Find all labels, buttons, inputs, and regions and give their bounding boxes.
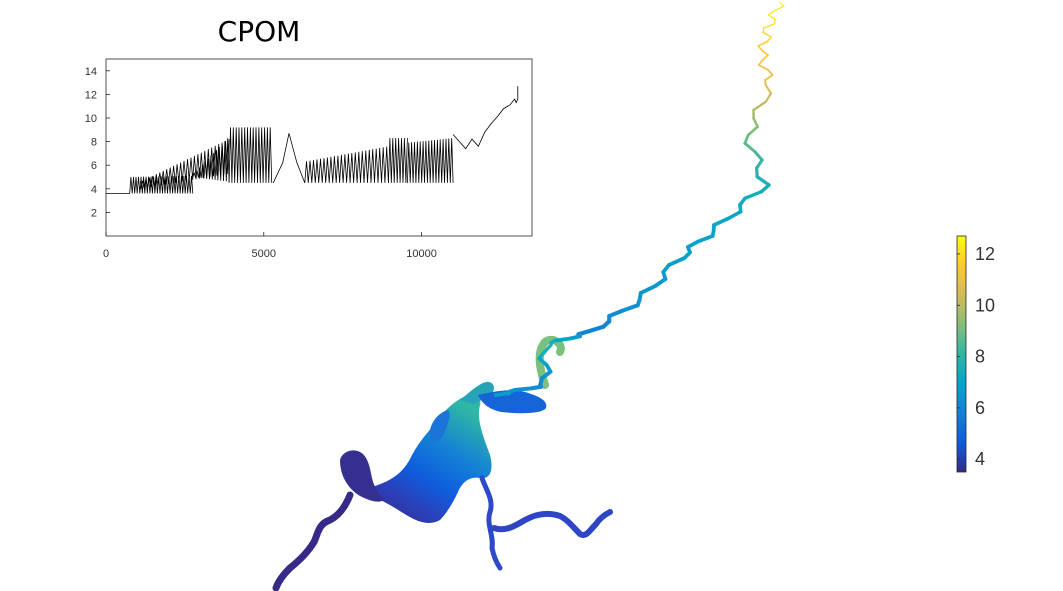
river-segment	[743, 141, 757, 154]
river-segment	[755, 175, 771, 187]
river-segment	[757, 59, 764, 66]
river-segment	[493, 391, 511, 397]
river-segment	[755, 158, 764, 170]
river-segment	[761, 49, 769, 56]
axis-ticks: 0 5000 10000 2 4 6 8 10 12 14	[85, 66, 437, 260]
colorbar-scale	[956, 235, 967, 473]
river-segment	[743, 189, 764, 201]
y-tick-label: 14	[85, 66, 97, 78]
series-line-segment-9	[452, 86, 519, 150]
river-segment	[764, 74, 774, 81]
downstream-river-south	[479, 475, 503, 571]
river-segment	[620, 303, 640, 313]
series-line-segment-6	[304, 146, 389, 183]
river-loop	[535, 335, 565, 389]
downstream-river-west	[272, 491, 354, 591]
plot-frame	[105, 58, 533, 237]
river-segment	[761, 54, 769, 61]
river-segment	[512, 386, 534, 392]
river-segment	[762, 31, 772, 38]
x-tick-label: 0	[103, 248, 109, 260]
upstream-river	[493, 1, 785, 397]
series-line-segment-7	[388, 138, 408, 183]
reservoir-arm-north	[460, 381, 495, 404]
river-segment	[743, 133, 750, 145]
river-segment	[773, 5, 785, 12]
river-segment	[552, 336, 573, 343]
river-segment	[686, 239, 700, 249]
y-tick-label: 12	[85, 89, 97, 101]
colorbar-tick-label: 12	[975, 244, 995, 264]
river-segment	[767, 14, 776, 20]
data-series	[106, 86, 519, 194]
reservoir-bay	[430, 410, 450, 442]
river-segment	[696, 234, 715, 244]
river-segment	[653, 277, 668, 288]
series-line-segment-5	[272, 133, 306, 184]
chart-title: CPOM	[218, 15, 301, 48]
series-line-segment-4	[228, 127, 273, 183]
series-line-segment-1	[129, 175, 194, 194]
x-tick-label: 10000	[406, 248, 437, 260]
river-segment	[584, 324, 606, 335]
x-tick-label: 5000	[252, 248, 276, 260]
river-segment	[757, 40, 769, 47]
river-segment	[726, 209, 743, 221]
river-segment	[753, 150, 764, 162]
cpom-line-chart: CPOM 0 5000 10000 2 4 6 8 10 12 14	[85, 15, 533, 260]
river-segment	[752, 100, 767, 112]
colorbar-tick-label: 10	[975, 295, 995, 315]
colorbar-tick-label: 8	[975, 347, 985, 367]
river-segment	[712, 216, 731, 227]
river-segment	[763, 22, 776, 29]
colorbar: 4 6 8 10 12	[956, 235, 995, 473]
river-segment	[764, 83, 773, 95]
river-segment	[779, 1, 785, 7]
east-creek	[491, 509, 613, 538]
y-tick-label: 2	[91, 207, 97, 219]
river-segment	[607, 308, 625, 319]
series-line-segment-3	[192, 138, 230, 182]
river-segment	[757, 64, 770, 71]
y-tick-label: 4	[91, 184, 97, 196]
river-segment	[667, 256, 687, 267]
y-tick-label: 8	[91, 137, 97, 149]
reservoir-basin-upper	[478, 390, 547, 414]
reservoir-body	[372, 394, 492, 523]
river-segment	[766, 36, 772, 43]
river-segment	[752, 117, 759, 128]
river-map	[272, 1, 785, 591]
y-tick-label: 10	[85, 113, 97, 125]
colorbar-ticks: 4 6 8 10 12	[957, 244, 995, 469]
river-segment	[757, 45, 763, 52]
y-tick-label: 6	[91, 160, 97, 172]
colorbar-tick-label: 6	[975, 398, 985, 418]
river-segment	[767, 10, 776, 16]
river-segment	[638, 284, 658, 295]
river-segment	[764, 92, 773, 103]
reservoir-arm-west	[340, 450, 384, 502]
river-segment	[762, 27, 765, 34]
colorbar-tick-label: 4	[975, 449, 985, 469]
series-line-segment-8	[407, 138, 454, 183]
river-segment	[746, 125, 759, 137]
river-segment	[767, 69, 774, 76]
